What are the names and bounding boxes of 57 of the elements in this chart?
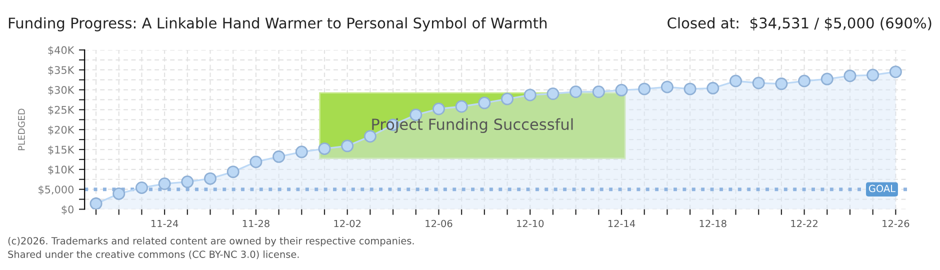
x-tick-label: 11-24 — [152, 220, 178, 228]
point — [318, 142, 331, 155]
point — [775, 78, 788, 90]
point — [478, 96, 491, 110]
point — [226, 166, 240, 178]
point — [546, 88, 560, 100]
text: Shared under the creative commons (CC BY-NC 3.0) license. — [8, 250, 299, 260]
y-tick-label: $15K — [48, 146, 74, 155]
point — [844, 70, 856, 82]
point — [181, 176, 194, 188]
point — [135, 181, 148, 194]
point — [341, 140, 354, 152]
point — [570, 86, 582, 98]
chart-title: Funding Progress: A Linkable Hand Warmer to Personal Symbol of Warmth — [8, 17, 547, 32]
point — [889, 66, 902, 78]
point — [615, 84, 628, 96]
point — [455, 100, 468, 113]
point — [866, 68, 880, 82]
y-tick-label: $5,000 — [38, 185, 74, 195]
point — [272, 150, 286, 163]
y-tick-label: $30K — [48, 86, 74, 96]
text: (c)2026. Trademarks and related content are owned by their respective companies. — [8, 236, 414, 246]
y-tick-label: $10K — [48, 165, 74, 175]
point — [660, 80, 674, 94]
point — [432, 102, 445, 116]
point — [295, 146, 308, 158]
y-tick-label: $0 — [62, 205, 74, 215]
y-tick-label: $35K — [48, 66, 74, 76]
point — [638, 82, 651, 96]
point — [729, 74, 742, 88]
x-tick-label: 12-18 — [700, 220, 726, 228]
point — [684, 82, 696, 96]
point — [158, 178, 171, 190]
x-tick-label: 12-22 — [791, 220, 818, 228]
point — [90, 197, 102, 210]
point — [820, 72, 834, 86]
point — [204, 172, 217, 185]
point — [501, 92, 514, 106]
point — [752, 76, 765, 90]
y-tick-label: $40K — [48, 46, 74, 56]
y-tick-label: $25K — [48, 106, 74, 116]
y-axis-title: PLEDGED — [18, 108, 25, 150]
point — [592, 86, 605, 98]
x-tick-label: 12-06 — [426, 220, 452, 228]
x-tick-label: 12-02 — [334, 220, 360, 228]
point — [524, 88, 536, 102]
x-tick-label: 11-28 — [242, 220, 270, 228]
x-tick-label: 12-10 — [517, 220, 544, 228]
x-tick-label: 12-26 — [882, 220, 910, 228]
point — [706, 82, 720, 94]
chart-subtitle: Closed at: $34,531 / $5,000 (690%) — [668, 17, 932, 30]
x-tick-label: 12-14 — [608, 220, 636, 228]
point — [112, 187, 126, 200]
ref-line-label: GOAL — [868, 184, 896, 192]
y-tick-label: $20K — [48, 126, 74, 136]
point — [798, 74, 811, 88]
point — [250, 156, 262, 168]
